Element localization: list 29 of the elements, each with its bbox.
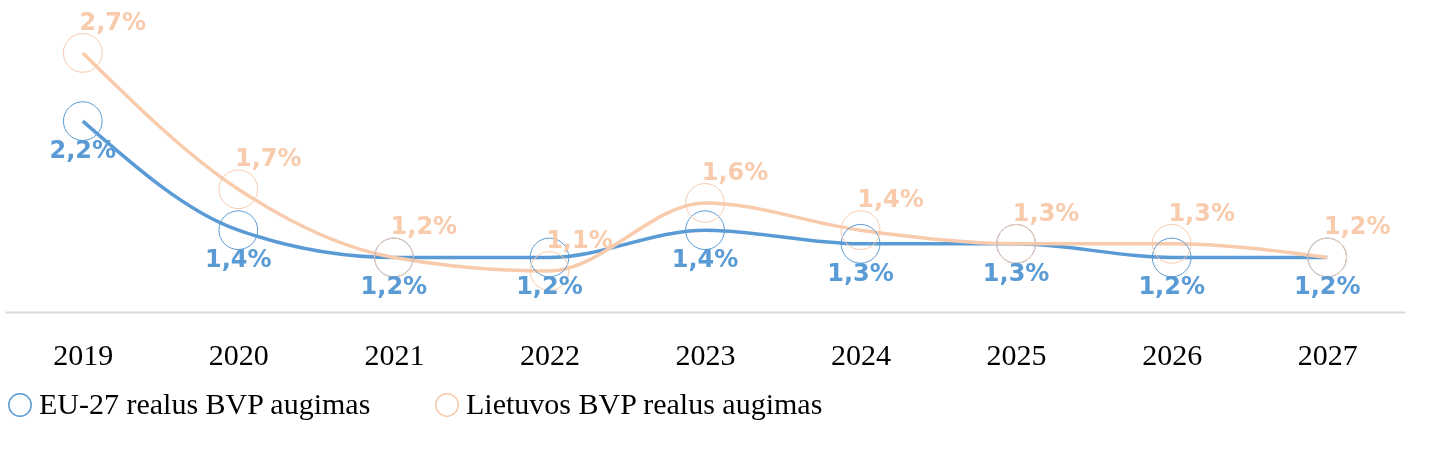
- x-tick-label: 2021: [364, 337, 425, 371]
- data-label: 1,3%: [1012, 198, 1080, 227]
- x-tick-label: 2023: [675, 337, 736, 371]
- data-label: 1,2%: [390, 212, 458, 241]
- data-label: 2,7%: [79, 7, 147, 36]
- data-label: 1,2%: [360, 272, 428, 301]
- x-tick-label: 2024: [831, 337, 892, 371]
- data-label: 2,2%: [49, 136, 117, 165]
- data-label: 1,4%: [671, 245, 739, 274]
- data-label: 1,2%: [1138, 272, 1205, 301]
- data-label: 1,1%: [546, 226, 613, 255]
- legend-label: EU-27 realus BVP augimas: [39, 387, 371, 420]
- x-tick-label: 2027: [1297, 337, 1358, 371]
- data-label: 1,3%: [1168, 198, 1235, 227]
- data-label: 1,4%: [205, 245, 272, 274]
- data-label: 1,3%: [982, 258, 1050, 287]
- x-tick-label: 2020: [208, 337, 269, 371]
- legend-label: Lietuvos BVP realus augimas: [466, 387, 823, 420]
- x-tick-label: 2022: [519, 337, 580, 371]
- data-label: 1,3%: [827, 258, 894, 287]
- data-label: 1,4%: [857, 185, 924, 214]
- x-tick-label: 2019: [53, 337, 114, 371]
- data-label: 1,2%: [516, 272, 583, 301]
- data-label: 1,7%: [235, 144, 302, 173]
- data-label: 1,2%: [1293, 272, 1361, 301]
- data-label: 1,6%: [701, 157, 769, 186]
- data-label: 1,2%: [1323, 212, 1391, 241]
- x-tick-label: 2025: [986, 337, 1047, 371]
- x-tick-label: 2026: [1142, 337, 1203, 371]
